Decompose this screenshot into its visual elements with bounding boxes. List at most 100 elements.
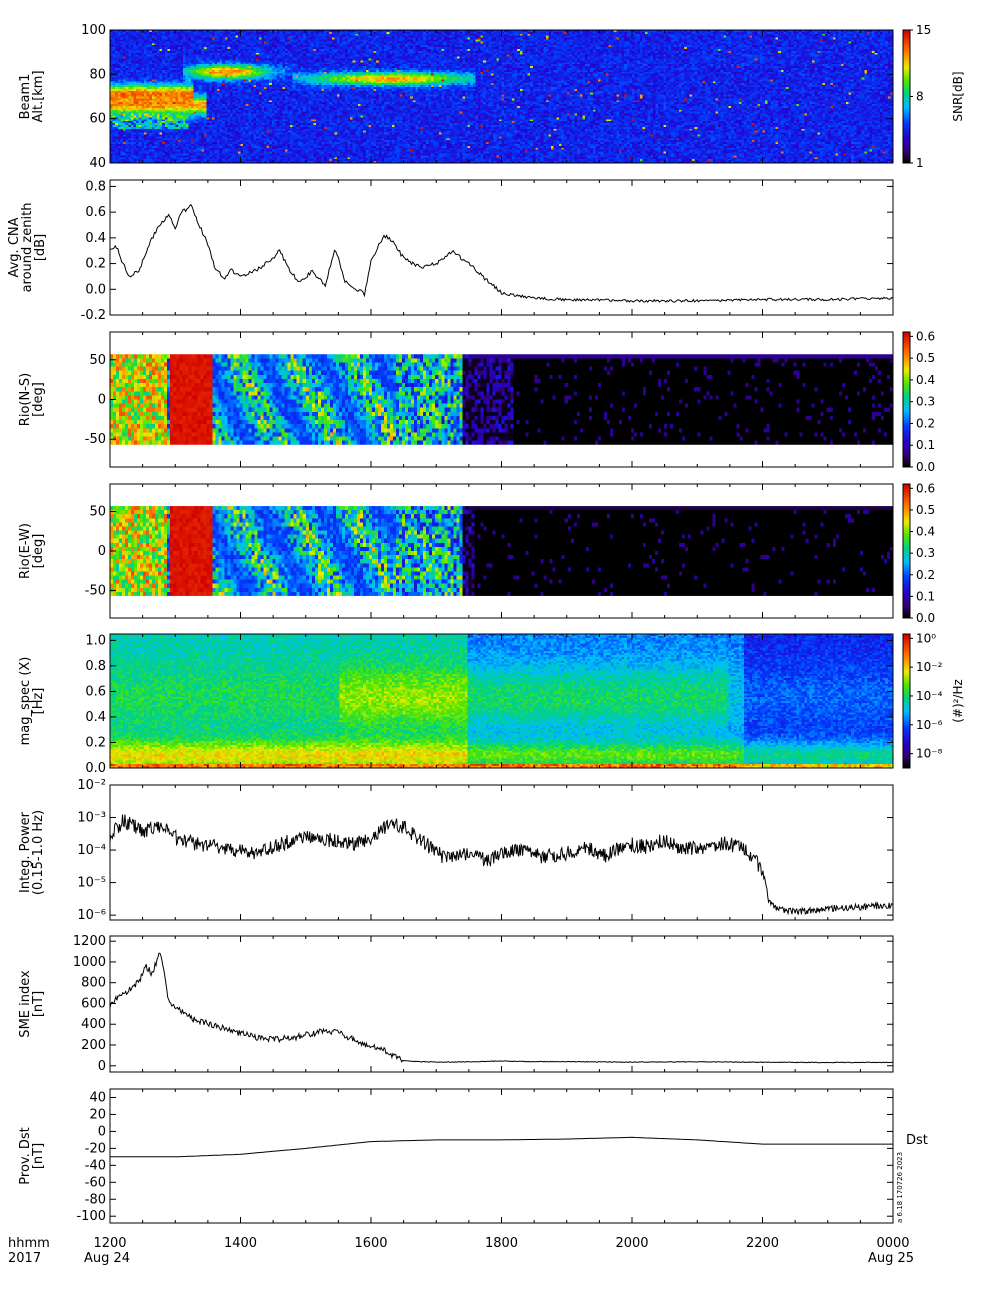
time-tick-label: 2200	[746, 1236, 779, 1251]
y-axis-label: [nT]	[31, 991, 46, 1017]
text-layer: hhmm 2017 Aug 24 Aug 25 a 6.18 170726 20…	[7, 23, 965, 1266]
y-tick-label: 80	[89, 67, 106, 82]
y-axis-label: SME index	[18, 970, 33, 1038]
dst-series-line	[110, 1136, 893, 1158]
colorbar-tick-label: 0.2	[916, 416, 935, 430]
y-tick-label: 100	[81, 23, 106, 38]
colorbar-tick-label: 10⁰	[916, 631, 936, 645]
line-layer	[109, 203, 894, 1158]
y-tick-label: 40	[89, 1090, 106, 1105]
y-axis-label: [dB]	[33, 234, 48, 261]
colorbar-tick-label: 15	[916, 23, 931, 37]
colorbar-tick-label: 0.3	[916, 395, 935, 409]
y-tick-label: 0.6	[85, 684, 106, 699]
heatmap-image	[110, 30, 893, 163]
y-axis-label: mag_spec (X)	[18, 657, 33, 746]
dst-series-label: Dst	[906, 1133, 928, 1148]
integ-power-series-line	[109, 814, 894, 916]
time-axis-label-year: 2017	[8, 1251, 41, 1266]
colorbar-tick-label: 0.4	[916, 373, 935, 387]
y-tick-label: 50	[89, 353, 106, 368]
colorbar-tick-label: 0.0	[916, 611, 935, 625]
y-tick-label: 600	[81, 996, 106, 1011]
y-tick-label: 0	[98, 544, 106, 559]
time-axis-date-end: Aug 25	[868, 1251, 914, 1266]
y-tick-label: -60	[85, 1175, 106, 1190]
y-axis-label: Rio(E-W)	[18, 523, 33, 579]
colorbar-gradient	[903, 332, 910, 467]
y-tick-label: 60	[89, 112, 106, 127]
time-axis-label-hhmm: hhmm	[8, 1236, 50, 1251]
panel-frame	[109, 179, 894, 316]
time-tick-label: 1800	[485, 1236, 518, 1251]
y-tick-label: 10⁻³	[77, 811, 106, 826]
y-axis-label: Alt.[km]	[31, 70, 46, 122]
y-axis-label: [Hz]	[31, 688, 46, 715]
y-axis-label: (0.15-1.0 Hz)	[31, 810, 46, 895]
y-axis-label: [deg]	[31, 534, 46, 569]
y-tick-label: -100	[76, 1209, 106, 1224]
y-tick-label: 0.0	[85, 761, 106, 776]
heatmap-layer	[110, 30, 910, 768]
y-tick-label: 0	[98, 1124, 106, 1139]
y-tick-label: 800	[81, 976, 106, 991]
colorbar-tick-label: 8	[916, 90, 924, 104]
panel-frame	[109, 935, 894, 1073]
y-tick-label: 0	[98, 393, 106, 408]
colorbar-frame	[902, 633, 911, 769]
y-tick-label: 0.4	[85, 710, 106, 725]
colorbar-title: SNR[dB]	[951, 71, 965, 121]
y-axis-label: Avg. CNA	[7, 217, 22, 277]
y-axis-label: [nT]	[31, 1143, 46, 1169]
y-tick-label: -40	[85, 1158, 106, 1173]
y-tick-label: 200	[81, 1038, 106, 1053]
colorbar-tick-label: 10⁻⁴	[916, 689, 943, 703]
y-tick-label: -80	[85, 1192, 106, 1207]
y-tick-label: 400	[81, 1017, 106, 1032]
y-axis-label: around zenith	[20, 203, 35, 293]
heatmap-image	[110, 634, 893, 768]
stamp-text: a 6.18 170726 2023	[896, 1152, 904, 1223]
y-tick-label: 0.2	[85, 735, 106, 750]
y-tick-label: 0.8	[85, 179, 106, 194]
heatmap-image	[110, 506, 893, 596]
colorbar-tick-label: 0.5	[916, 503, 935, 517]
y-tick-label: 1.0	[85, 633, 106, 648]
y-tick-label: 1200	[73, 934, 106, 949]
y-axis-label: Integ. Power	[18, 811, 33, 893]
y-tick-label: 20	[89, 1107, 106, 1122]
heatmap-image	[110, 354, 893, 445]
sme-series-line	[109, 952, 893, 1064]
y-tick-label: 10⁻⁴	[77, 843, 106, 858]
colorbar-tick-label: 0.1	[916, 438, 935, 452]
colorbar-tick-label: 0.0	[916, 460, 935, 474]
colorbar-gradient	[903, 634, 910, 768]
y-tick-label: -50	[85, 432, 106, 447]
colorbar-tick-label: 10⁻²	[916, 660, 943, 674]
colorbar-tick-label: 0.5	[916, 351, 935, 365]
y-tick-label: 10⁻⁶	[77, 908, 106, 923]
y-tick-label: -0.2	[81, 308, 106, 323]
y-axis-label: [deg]	[31, 382, 46, 417]
colorbar-tick-label: 10⁻⁸	[916, 747, 943, 761]
time-tick-label: 2000	[615, 1236, 648, 1251]
time-tick-label: 0000	[876, 1236, 909, 1251]
y-axis-label: Rio(N-S)	[18, 373, 33, 426]
y-tick-label: 0	[98, 1059, 106, 1074]
time-tick-label: 1400	[224, 1236, 257, 1251]
y-axis-label: Prov. Dst	[18, 1127, 33, 1184]
time-axis-date-start: Aug 24	[84, 1251, 130, 1266]
y-tick-label: -20	[85, 1141, 106, 1156]
colorbar-tick-label: 0.3	[916, 546, 935, 560]
colorbar-tick-label: 1	[916, 156, 924, 170]
y-tick-label: 0.2	[85, 257, 106, 272]
colorbar-tick-label: 0.1	[916, 589, 935, 603]
colorbar-tick-label: 0.6	[916, 329, 935, 343]
colorbar-tick-label: 0.4	[916, 525, 935, 539]
colorbar-gradient	[903, 30, 910, 163]
y-tick-label: 0.0	[85, 282, 106, 297]
time-tick-label: 1200	[93, 1236, 126, 1251]
y-tick-label: -50	[85, 583, 106, 598]
panel-frame	[109, 784, 894, 921]
